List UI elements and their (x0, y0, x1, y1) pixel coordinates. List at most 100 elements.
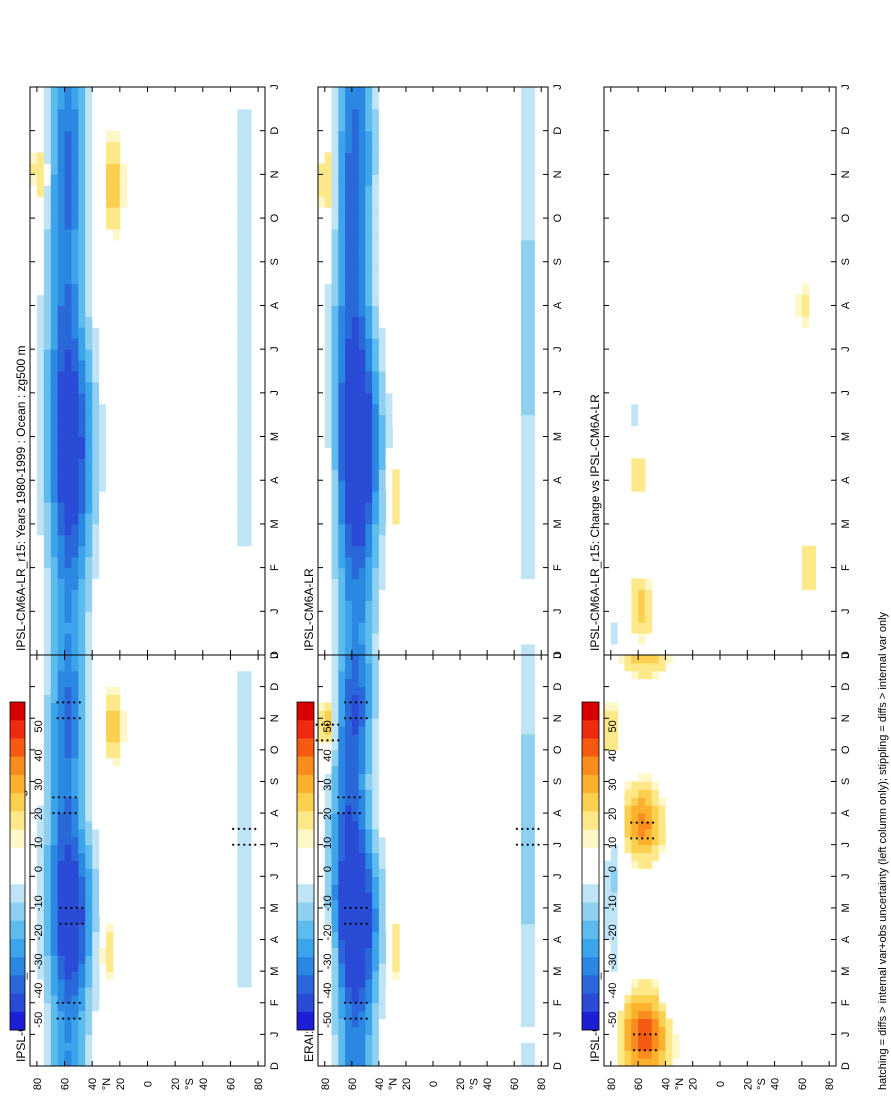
field-cell (358, 130, 366, 143)
field-cell (365, 892, 373, 901)
field-cell (527, 655, 535, 664)
field-cell (345, 283, 353, 296)
field-cell (50, 876, 59, 885)
field-cell (43, 773, 52, 782)
field-cell (365, 87, 373, 99)
field-cell (119, 174, 128, 186)
field-cell (331, 196, 339, 208)
field-cell (244, 868, 252, 877)
field-cell (92, 196, 100, 208)
field-cell (351, 556, 360, 569)
field-cell (78, 163, 86, 175)
field-cell (244, 971, 252, 980)
field-cell (244, 852, 252, 861)
field-cell (365, 781, 373, 790)
field-cell (351, 781, 360, 790)
field-cell (385, 567, 393, 580)
field-cell (92, 963, 100, 972)
field-cell (345, 741, 353, 751)
field-cell (345, 836, 353, 846)
field-cell (527, 749, 535, 759)
field-cell (36, 589, 45, 601)
field-cell (651, 1042, 660, 1051)
lat-tick-label: 40 (770, 1078, 782, 1090)
field-cell (30, 327, 38, 339)
stipple-dot (73, 1001, 76, 1004)
field-cell (638, 979, 646, 988)
colorbar-swatch (297, 920, 314, 940)
field-cell (43, 702, 52, 711)
month-tick-label: M (269, 432, 281, 441)
field-cell (78, 349, 86, 361)
field-cell (50, 1058, 59, 1067)
field-cell (244, 1058, 252, 1067)
field-cell (78, 955, 86, 964)
field-cell (318, 726, 326, 735)
field-cell (30, 513, 38, 525)
field-cell (324, 702, 333, 711)
field-cell (520, 655, 529, 664)
field-cell (631, 820, 639, 830)
field-cell (85, 868, 93, 877)
field-cell (520, 820, 529, 830)
field-cell (36, 152, 45, 164)
field-cell (658, 1034, 666, 1043)
field-cell (85, 381, 93, 394)
field-cell (604, 915, 612, 925)
field-cell (331, 686, 339, 696)
field-cell (358, 979, 366, 988)
field-cell (801, 556, 810, 569)
field-cell (345, 414, 353, 427)
field-cell (92, 469, 100, 481)
field-cell (57, 655, 66, 664)
colorbar-swatch (10, 957, 25, 976)
field-cell (345, 1034, 353, 1043)
field-cell (345, 876, 353, 885)
field-cell (651, 820, 660, 830)
field-cell (345, 789, 353, 798)
field-cell (43, 789, 52, 798)
field-cell (36, 469, 45, 481)
field-cell (365, 523, 373, 536)
stipple-dot (353, 812, 356, 815)
field-cell (378, 820, 387, 830)
field-cell (119, 734, 128, 743)
field-cell (244, 130, 252, 143)
field-cell (50, 734, 59, 743)
field-cell (106, 196, 114, 208)
field-cell (43, 868, 52, 877)
field-cell (345, 773, 353, 782)
field-cell (631, 480, 639, 492)
field-cell (385, 458, 393, 470)
field-cell (71, 931, 79, 941)
field-cell (378, 844, 387, 854)
field-cell (71, 860, 79, 869)
field-cell (244, 813, 252, 822)
field-cell (385, 469, 393, 481)
colorbar-swatch (582, 902, 599, 921)
field-cell (365, 971, 373, 980)
field-cell (92, 773, 100, 782)
field-cell (30, 844, 38, 854)
field-cell (43, 947, 52, 956)
field-cell (43, 860, 52, 869)
field-cell (345, 1018, 353, 1027)
field-cell (338, 947, 346, 956)
field-cell (92, 655, 100, 664)
field-cell (43, 741, 52, 751)
field-cell (237, 414, 245, 427)
colorbar-label: 50 (33, 720, 45, 732)
field-cell (85, 196, 93, 208)
field-cell (372, 272, 380, 285)
field-cell (244, 196, 252, 208)
field-cell (651, 662, 660, 672)
field-cell (85, 955, 93, 964)
field-cell (338, 741, 346, 751)
field-cell (617, 1026, 625, 1035)
field-cell (85, 502, 93, 514)
field-cell (57, 986, 66, 996)
field-cell (318, 820, 326, 830)
colorbar-swatch (297, 738, 314, 757)
field-cell (85, 1050, 93, 1059)
